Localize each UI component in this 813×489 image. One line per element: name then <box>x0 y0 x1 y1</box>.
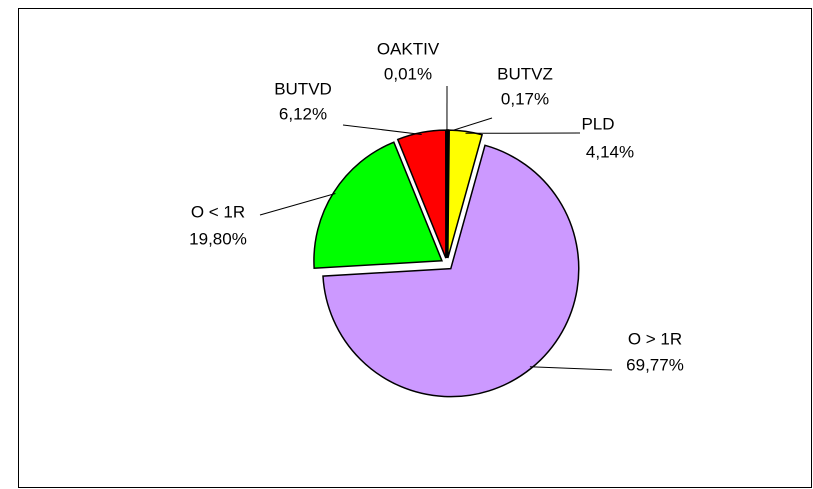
leader-line <box>342 124 422 135</box>
slice-value-label: 0,17% <box>501 89 549 108</box>
slice-value-label: 19,80% <box>189 229 247 248</box>
leader-line <box>259 192 336 216</box>
slice-label: O > 1R <box>628 329 682 348</box>
slice-label: BUTVD <box>274 79 332 98</box>
pie-slice <box>447 129 484 259</box>
slice-value-label: 0,01% <box>384 64 432 83</box>
slice-value-label: 69,77% <box>626 355 684 374</box>
slice-value-label: 4,14% <box>586 142 634 161</box>
pie-slice <box>322 144 580 398</box>
slice-label: BUTVZ <box>497 64 553 83</box>
leader-line <box>529 366 613 371</box>
slice-label: O < 1R <box>191 202 245 221</box>
slice-value-label: 6,12% <box>279 104 327 123</box>
pie-slice <box>313 141 444 270</box>
pie-slice <box>396 129 447 259</box>
slice-label: PLD <box>581 114 614 133</box>
slice-label: OAKTIV <box>377 39 440 58</box>
